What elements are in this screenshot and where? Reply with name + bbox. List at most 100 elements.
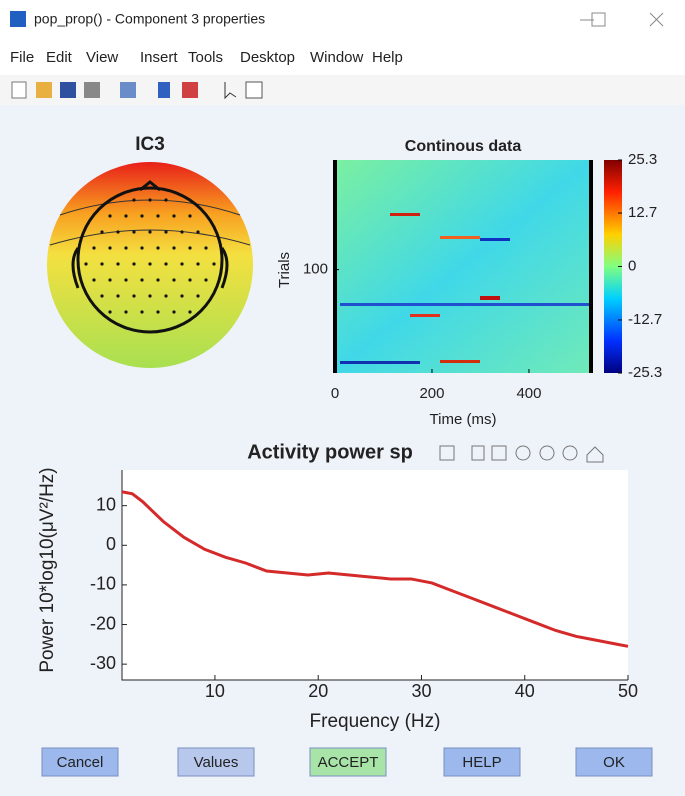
electrode bbox=[212, 262, 216, 266]
button[interactable] bbox=[309, 747, 387, 777]
electrode bbox=[116, 262, 120, 266]
axes-tool[interactable] bbox=[471, 445, 485, 461]
electrode bbox=[172, 214, 176, 218]
electrode bbox=[84, 262, 88, 266]
spectrum-xlabel: Frequency (Hz) bbox=[310, 711, 441, 732]
electrode bbox=[140, 214, 144, 218]
menu-item[interactable]: File bbox=[10, 49, 34, 66]
title-bar bbox=[0, 0, 685, 40]
electrode bbox=[124, 214, 128, 218]
electrode bbox=[108, 310, 112, 314]
erp-ylabel: Trials bbox=[276, 252, 293, 288]
axes-tool[interactable] bbox=[439, 445, 455, 461]
tool-icon[interactable] bbox=[36, 82, 52, 98]
electrode bbox=[132, 198, 136, 202]
button-label[interactable]: Values bbox=[194, 754, 239, 771]
electrode bbox=[132, 262, 136, 266]
button[interactable] bbox=[575, 747, 653, 777]
electrode bbox=[140, 278, 144, 282]
button[interactable] bbox=[41, 747, 119, 777]
tool-icon[interactable] bbox=[84, 82, 100, 98]
menu-bar bbox=[0, 40, 685, 75]
axes-tool[interactable] bbox=[586, 446, 604, 463]
menu-item[interactable]: Edit bbox=[46, 49, 73, 66]
erp-title: Continous data bbox=[405, 138, 522, 155]
menu-item[interactable]: Help bbox=[372, 49, 403, 66]
electrode bbox=[108, 246, 112, 250]
electrode bbox=[148, 262, 152, 266]
electrode bbox=[188, 278, 192, 282]
spectrum-title: Activity power sp bbox=[247, 441, 413, 463]
button[interactable] bbox=[177, 747, 255, 777]
y-tick-label: -20 bbox=[90, 613, 116, 633]
electrode bbox=[156, 310, 160, 314]
tool-icon[interactable] bbox=[120, 82, 136, 98]
button-label[interactable]: ACCEPT bbox=[318, 754, 379, 771]
tool-icon[interactable] bbox=[11, 81, 27, 99]
ears bbox=[71, 247, 229, 289]
x-tick-label: 20 bbox=[308, 681, 328, 701]
tool-icon[interactable] bbox=[60, 82, 76, 98]
electrode bbox=[140, 310, 144, 314]
axes-tool[interactable] bbox=[539, 445, 555, 461]
y-tick-label: 0 bbox=[106, 534, 116, 554]
x-tick-label: 30 bbox=[411, 681, 431, 701]
menu-item[interactable]: Tools bbox=[188, 49, 223, 66]
electrode bbox=[132, 294, 136, 298]
menu-item[interactable]: View bbox=[86, 49, 118, 66]
axes-tool[interactable] bbox=[515, 445, 531, 461]
button-label[interactable]: Cancel bbox=[57, 754, 104, 771]
button-label[interactable]: OK bbox=[603, 754, 625, 771]
nose bbox=[139, 180, 161, 192]
x-tick-label: 50 bbox=[618, 681, 638, 701]
window-title: pop_prop() - Component 3 properties bbox=[34, 11, 265, 27]
electrode bbox=[196, 262, 200, 266]
toolbar bbox=[0, 75, 685, 105]
tool-icon[interactable] bbox=[182, 82, 198, 98]
y-tick-label: 10 bbox=[96, 494, 116, 514]
y-tick-label: -10 bbox=[90, 574, 116, 594]
axis bbox=[121, 470, 628, 681]
button[interactable] bbox=[443, 747, 521, 777]
erp-image bbox=[333, 160, 592, 373]
colorbar-tick-label: 25.3 bbox=[628, 151, 657, 168]
colorbar-tick-label: -12.7 bbox=[628, 311, 662, 328]
y-tick-label: 100 bbox=[303, 261, 328, 278]
x-tick-label: 10 bbox=[205, 681, 225, 701]
electrode bbox=[156, 214, 160, 218]
colorbar-tick-label: 12.7 bbox=[628, 204, 657, 221]
electrode bbox=[124, 278, 128, 282]
colorbar-tick-label: -25.3 bbox=[628, 364, 662, 381]
close[interactable] bbox=[649, 12, 664, 27]
electrode bbox=[188, 246, 192, 250]
tool-icon[interactable] bbox=[245, 81, 263, 99]
colorbar-tick-label: 0 bbox=[628, 257, 636, 274]
electrode bbox=[116, 294, 120, 298]
electrode bbox=[180, 230, 184, 234]
axes-tool[interactable] bbox=[562, 445, 578, 461]
electrode bbox=[164, 230, 168, 234]
axes-tool[interactable] bbox=[491, 445, 507, 461]
electrode bbox=[92, 246, 96, 250]
erp-xlabel: Time (ms) bbox=[430, 411, 497, 428]
buttons: Cancel Values ACCEPT HELP OK bbox=[41, 747, 653, 777]
electrode bbox=[148, 198, 152, 202]
electrode bbox=[108, 278, 112, 282]
menu: File Edit View Insert Tools Desktop Window Help bbox=[10, 49, 403, 66]
electrodes bbox=[84, 198, 216, 314]
menu-item[interactable]: Window bbox=[310, 49, 364, 66]
menu-item[interactable]: Insert bbox=[140, 49, 178, 66]
menu-item[interactable]: Desktop bbox=[240, 49, 295, 66]
erp-border bbox=[333, 160, 337, 373]
tool-icon[interactable] bbox=[224, 82, 237, 100]
topo-title: IC3 bbox=[135, 134, 165, 155]
electrode bbox=[172, 278, 176, 282]
toolbar-icons bbox=[11, 81, 263, 100]
electrode bbox=[124, 310, 128, 314]
electrode bbox=[164, 294, 168, 298]
maximize[interactable] bbox=[591, 12, 606, 27]
button-label[interactable]: HELP bbox=[462, 754, 501, 771]
x-tick-label: 400 bbox=[516, 385, 541, 402]
tool-icon[interactable] bbox=[158, 82, 170, 98]
spectrum-ylabel: Power 10*log10(μV²/Hz) bbox=[37, 467, 58, 672]
